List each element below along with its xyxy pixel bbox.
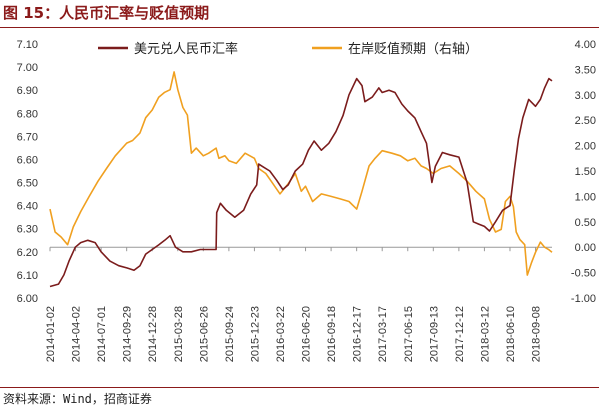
x-tick-label: 2016-03-22	[275, 306, 287, 362]
title-rule	[0, 27, 599, 28]
x-tick-label: 2018-09-08	[531, 306, 543, 362]
left-tick-label: 6.90	[17, 85, 38, 97]
x-tick-label: 2017-09-13	[428, 306, 440, 362]
source-note: 资料来源：Wind，招商证券	[3, 392, 152, 406]
right-tick-label: -0.50	[571, 268, 596, 280]
right-axis-ticks: -1.00 -0.50 0.00 0.50 1.00 1.50 2.00 2.50 3.00 3.…	[571, 39, 596, 305]
left-tick-label: 6.00	[17, 293, 38, 305]
right-tick-label: 4.00	[575, 39, 596, 51]
x-tick-label: 2016-06-20	[301, 306, 313, 362]
x-tick-label: 2018-06-10	[505, 306, 517, 362]
right-tick-label: 0.00	[575, 242, 596, 254]
left-tick-label: 7.00	[17, 62, 38, 74]
right-tick-label: 2.00	[575, 141, 596, 153]
x-tick-label: 2014-01-02	[45, 306, 57, 362]
right-tick-label: 1.00	[575, 191, 596, 203]
left-tick-label: 6.60	[17, 154, 38, 166]
x-tick-label: 2016-09-18	[326, 306, 338, 362]
x-tick-label: 2014-09-29	[122, 306, 134, 362]
left-axis-ticks: 6.00 6.10 6.20 6.30 6.40 6.50 6.60 6.70 6.80 6.90…	[17, 39, 38, 305]
x-tick-label: 2018-03-12	[479, 306, 491, 362]
series-line-usdcny	[49, 77, 553, 288]
left-tick-label: 7.10	[17, 39, 38, 51]
figure-title: 图 15：人民币汇率与贬值预期	[3, 4, 210, 22]
x-axis-ticks: 2014-01-02 2014-04-02 2014-07-01 2014-09-29…	[45, 247, 543, 362]
x-tick-label: 2015-09-24	[224, 306, 236, 362]
x-tick-label: 2014-07-01	[96, 306, 108, 362]
x-tick-label: 2015-06-26	[198, 306, 210, 362]
right-tick-label: 1.50	[575, 166, 596, 178]
legend: 美元兑人民币汇率 在岸贬值预期（右轴）	[98, 41, 478, 57]
right-tick-label: 0.50	[575, 217, 596, 229]
x-tick-label: 2017-12-12	[454, 306, 466, 362]
left-tick-label: 6.70	[17, 131, 38, 143]
left-tick-label: 6.20	[17, 247, 38, 259]
right-tick-label: 3.00	[575, 90, 596, 102]
right-tick-label: -1.00	[571, 293, 596, 305]
legend-label-depreciation: 在岸贬值预期（右轴）	[348, 41, 478, 57]
series-layer	[49, 71, 553, 288]
legend-label-usdcny: 美元兑人民币汇率	[134, 41, 238, 57]
x-tick-label: 2016-12-17	[352, 306, 364, 362]
left-tick-label: 6.50	[17, 178, 38, 190]
x-tick-label: 2014-12-28	[147, 306, 159, 362]
x-tick-label: 2017-06-15	[403, 306, 415, 362]
left-tick-label: 6.80	[17, 108, 38, 120]
bottom-rule	[0, 387, 599, 388]
left-tick-label: 6.40	[17, 201, 38, 213]
right-tick-label: 3.50	[575, 64, 596, 76]
x-tick-label: 2014-04-02	[71, 306, 83, 362]
x-tick-label: 2017-03-17	[377, 306, 389, 362]
right-tick-label: 2.50	[575, 115, 596, 127]
left-tick-label: 6.30	[17, 224, 38, 236]
x-tick-label: 2015-03-28	[173, 306, 185, 362]
series-line-depreciation	[49, 71, 553, 276]
chart: 6.00 6.10 6.20 6.30 6.40 6.50 6.60 6.70 6.80 6.90…	[17, 39, 596, 362]
x-tick-label: 2015-12-23	[249, 306, 261, 362]
left-tick-label: 6.10	[17, 270, 38, 282]
